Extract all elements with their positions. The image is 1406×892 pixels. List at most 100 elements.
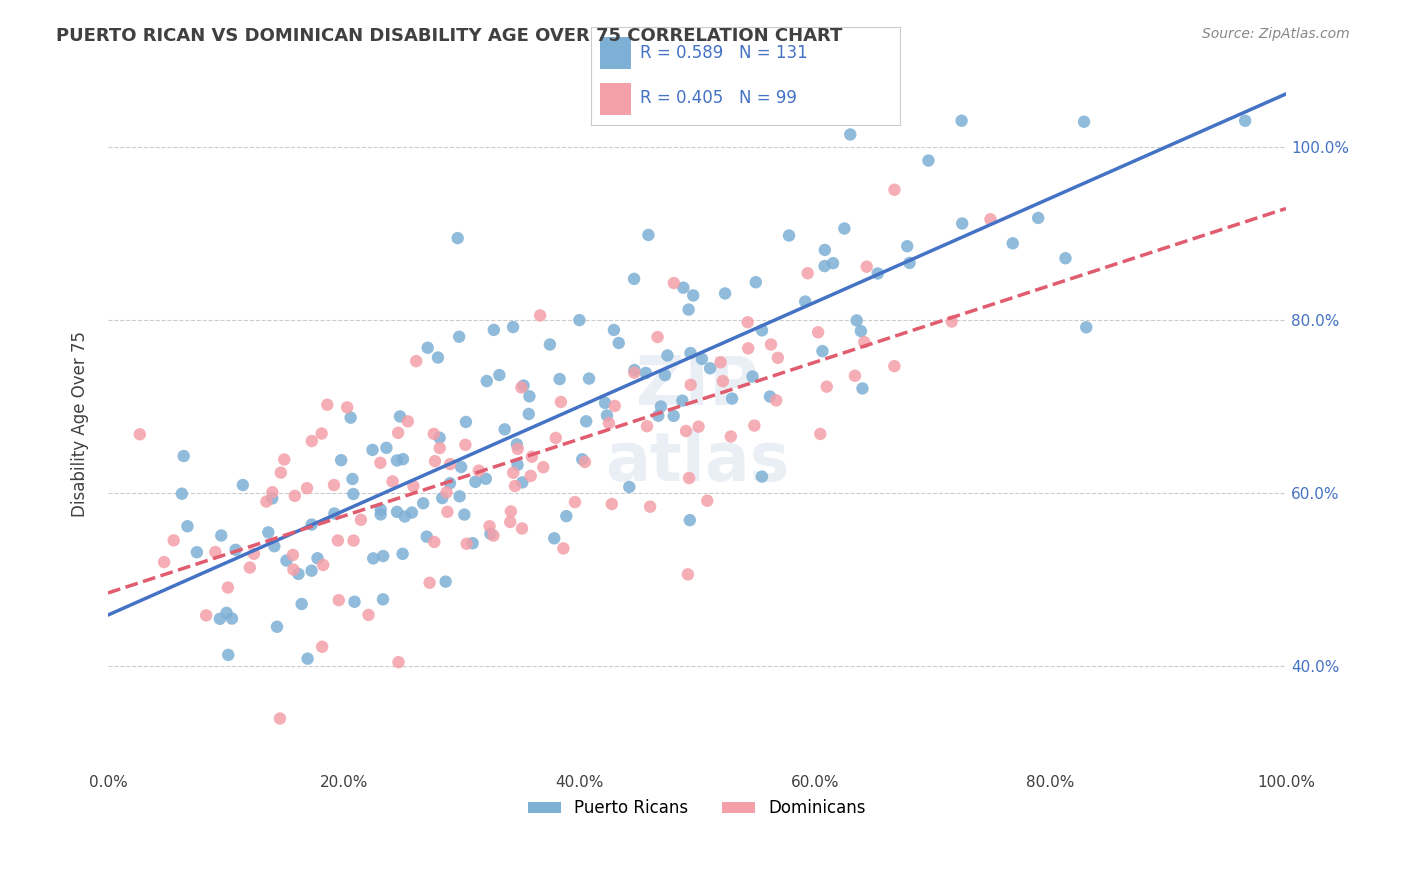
Point (751, 323, 773, 337)
Point (468, 464, 491, 478)
Point (550, 395, 572, 409)
Point (429, 431, 451, 445)
Point (204, 545, 226, 559)
Point (834, 221, 856, 235)
Point (263, 539, 285, 553)
Point (593, 396, 616, 410)
Point (475, 472, 498, 486)
Point (176, 519, 198, 533)
Point (568, 313, 591, 327)
Text: PUERTO RICAN VS DOMINICAN DISABILITY AGE OVER 75 CORRELATION CHART: PUERTO RICAN VS DOMINICAN DISABILITY AGE… (56, 27, 842, 45)
Point (432, 491, 454, 505)
Point (301, 564, 323, 578)
Point (574, 455, 596, 469)
Point (538, 337, 561, 351)
Point (387, 425, 409, 440)
Point (291, 597, 314, 611)
Point (575, 414, 598, 428)
Point (896, 239, 918, 253)
Point (682, 288, 704, 302)
Point (391, 547, 413, 561)
Point (301, 517, 323, 532)
Text: Source: ZipAtlas.com: Source: ZipAtlas.com (1202, 27, 1350, 41)
Point (1076, 320, 1098, 334)
Point (257, 525, 280, 540)
Point (423, 535, 446, 549)
Text: R = 0.589   N = 131: R = 0.589 N = 131 (640, 44, 808, 62)
Point (512, 378, 534, 392)
Point (1001, 236, 1024, 251)
Point (839, 128, 862, 142)
Point (243, 547, 266, 561)
Point (696, 493, 718, 508)
Point (173, 449, 195, 463)
Point (396, 414, 419, 428)
Point (281, 548, 304, 562)
Point (744, 418, 766, 433)
Point (917, 153, 939, 168)
Point (512, 475, 534, 490)
Point (676, 567, 699, 582)
Point (499, 504, 522, 518)
Point (851, 381, 873, 395)
Point (519, 389, 541, 403)
Point (571, 452, 593, 467)
Point (555, 509, 578, 524)
Point (357, 607, 380, 622)
Point (128, 427, 150, 442)
Point (506, 458, 529, 472)
Point (1026, 211, 1049, 225)
Point (342, 533, 364, 548)
Point (853, 334, 876, 349)
Point (370, 456, 392, 470)
Point (494, 422, 516, 436)
Point (979, 212, 1001, 227)
Point (387, 655, 409, 669)
Point (598, 416, 620, 430)
Point (657, 349, 679, 363)
Point (239, 560, 262, 574)
Point (600, 497, 623, 511)
Point (464, 475, 486, 489)
Point (553, 541, 575, 556)
Point (208, 612, 231, 626)
Point (720, 429, 742, 443)
Point (619, 480, 641, 494)
Point (529, 309, 551, 323)
Point (276, 553, 298, 567)
Point (475, 374, 498, 388)
Point (392, 452, 415, 467)
Point (517, 407, 540, 421)
Point (454, 415, 477, 429)
Point (578, 371, 600, 385)
Point (297, 651, 319, 665)
Point (394, 509, 416, 524)
Point (439, 457, 461, 471)
Point (678, 302, 700, 317)
Point (662, 409, 685, 423)
Point (737, 315, 759, 329)
Point (845, 313, 868, 327)
Point (323, 507, 346, 521)
Point (312, 558, 335, 572)
Point (254, 494, 277, 508)
Point (427, 351, 450, 365)
Point (745, 275, 768, 289)
Point (654, 368, 676, 383)
Point (153, 555, 176, 569)
Point (855, 260, 877, 274)
Point (671, 393, 693, 408)
Point (307, 551, 329, 566)
Point (502, 466, 524, 480)
Point (434, 574, 457, 589)
Point (510, 521, 533, 535)
Point (342, 487, 364, 501)
Point (688, 419, 710, 434)
Point (950, 217, 973, 231)
Point (502, 320, 524, 334)
Point (679, 346, 702, 360)
Point (221, 611, 243, 625)
Point (284, 489, 307, 503)
Point (342, 472, 364, 486)
Point (709, 355, 731, 369)
